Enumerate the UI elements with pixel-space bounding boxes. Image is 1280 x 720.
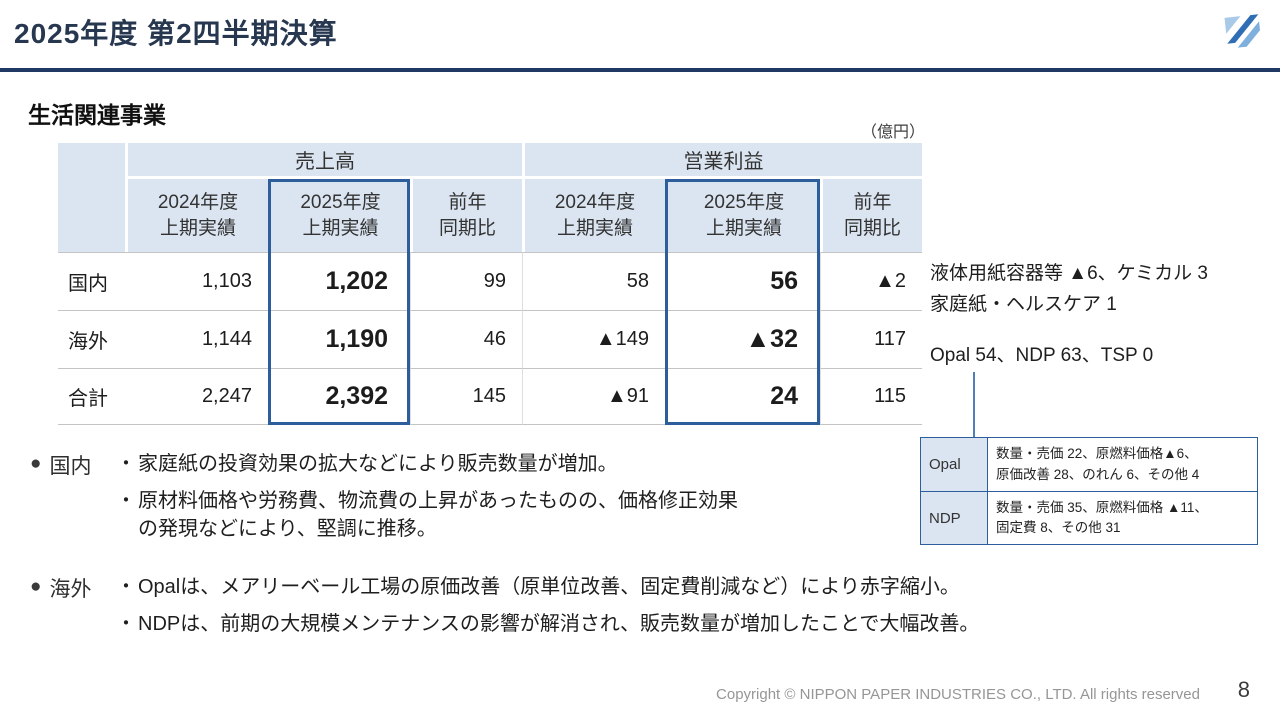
list-item-text: 家庭紙の投資効果の拡大などにより販売数量が増加。 xyxy=(138,453,618,475)
page-number: 8 xyxy=(1237,677,1250,702)
column-header-sales-2024: 2024年度 上期実績 xyxy=(125,179,268,252)
table-cell: ▲32 xyxy=(665,310,820,368)
bullet-section-overseas: ● 海外 ・ Opalは、メアリーベール工場の原価改善（原単位改善、固定費削減な… xyxy=(30,573,979,638)
list-item-text: 原材料価格や労務費、物流費の上昇があったものの、価格修正効果 の発現などにより、… xyxy=(138,490,738,540)
table-cell: 145 xyxy=(410,368,522,425)
group-header-sales: 売上高 xyxy=(125,143,522,179)
title-divider xyxy=(0,68,1280,72)
bullet-list: ・ Opalは、メアリーベール工場の原価改善（原単位改善、固定費削減など）により… xyxy=(116,573,979,638)
bullet-list: ・ 家庭紙の投資効果の拡大などにより販売数量が増加。 ・ 原材料価格や労務費、物… xyxy=(116,450,738,543)
table-cell: 117 xyxy=(820,310,922,368)
list-item: ・ 家庭紙の投資効果の拡大などにより販売数量が増加。 xyxy=(116,450,738,478)
column-header-sales-yoy: 前年 同期比 xyxy=(410,179,522,252)
bullet-section-label: 国内 xyxy=(49,455,92,478)
column-header-profit-yoy: 前年 同期比 xyxy=(820,179,922,252)
copyright-text: Copyright © NIPPON PAPER INDUSTRIES CO.,… xyxy=(716,686,1200,703)
column-header-profit-2025: 2025年度 上期実績 xyxy=(665,179,820,252)
bullet-dot-icon: ● xyxy=(30,576,42,597)
table-cell: 46 xyxy=(410,310,522,368)
bullet-section-domestic: ● 国内 ・ 家庭紙の投資効果の拡大などにより販売数量が増加。 ・ 原材料価格や… xyxy=(30,450,738,543)
table-cell: 2,247 xyxy=(125,368,268,425)
results-table: 売上高 営業利益 2024年度 上期実績 2025年度 上期実績 前年 同期比 … xyxy=(58,143,922,425)
section-title: 生活関連事業 xyxy=(28,102,166,128)
table-cell: 115 xyxy=(820,368,922,425)
table-cell: 99 xyxy=(410,252,522,310)
table-cell: 1,202 xyxy=(268,252,410,310)
list-bullet-icon: ・ xyxy=(116,576,136,598)
note-overseas-breakdown: Opal 54、NDP 63、TSP 0 xyxy=(930,345,1154,366)
bullet-section-label: 海外 xyxy=(49,578,92,601)
subtable-value-ndp: 数量・売価 35、原燃料価格 ▲11、 固定費 8、その他 31 xyxy=(987,491,1257,544)
note-domestic-breakdown: 液体用紙容器等 ▲6、ケミカル 3 家庭紙・ヘルスケア 1 xyxy=(930,263,1208,316)
subtable-label-opal: Opal xyxy=(921,438,987,491)
table-cell: 56 xyxy=(665,252,820,310)
bullet-section-heading: ● 海外 xyxy=(30,573,116,603)
company-logo-icon xyxy=(1224,14,1261,48)
table-cell: 1,103 xyxy=(125,252,268,310)
bullet-section-heading: ● 国内 xyxy=(30,450,116,480)
column-header-profit-2024: 2024年度 上期実績 xyxy=(522,179,665,252)
unit-label: （億円） xyxy=(860,124,925,141)
subtable-value-opal: 数量・売価 22、原燃料価格▲6、 原価改善 28、のれん 6、その他 4 xyxy=(987,438,1257,491)
connector-line xyxy=(973,372,975,437)
table-cell: 2,392 xyxy=(268,368,410,425)
breakdown-subtable: Opal 数量・売価 22、原燃料価格▲6、 原価改善 28、のれん 6、その他… xyxy=(920,437,1258,545)
bullet-dot-icon: ● xyxy=(30,453,42,474)
list-item: ・ Opalは、メアリーベール工場の原価改善（原単位改善、固定費削減など）により… xyxy=(116,573,979,601)
row-label-overseas: 海外 xyxy=(58,310,125,368)
column-header-sales-2025: 2025年度 上期実績 xyxy=(268,179,410,252)
table-cell: 24 xyxy=(665,368,820,425)
table-cell: 58 xyxy=(522,252,665,310)
table-cell: 1,144 xyxy=(125,310,268,368)
list-item: ・ NDPは、前期の大規模メンテナンスの影響が解消され、販売数量が増加したことで… xyxy=(116,610,979,638)
subtable-label-ndp: NDP xyxy=(921,491,987,544)
page-title: 2025年度 第2四半期決算 xyxy=(14,18,338,49)
list-bullet-icon: ・ xyxy=(116,453,136,475)
list-item: ・ 原材料価格や労務費、物流費の上昇があったものの、価格修正効果 の発現などによ… xyxy=(116,487,738,543)
table-cell: 1,190 xyxy=(268,310,410,368)
list-bullet-icon: ・ xyxy=(116,613,136,635)
table-cell: ▲2 xyxy=(820,252,922,310)
row-label-domestic: 国内 xyxy=(58,252,125,310)
row-label-total: 合計 xyxy=(58,368,125,425)
group-header-operating-profit: 営業利益 xyxy=(522,143,922,179)
table-cell: ▲91 xyxy=(522,368,665,425)
list-item-text: NDPは、前期の大規模メンテナンスの影響が解消され、販売数量が増加したことで大幅… xyxy=(138,613,980,635)
list-bullet-icon: ・ xyxy=(116,490,136,512)
table-cell: ▲149 xyxy=(522,310,665,368)
table-corner-cell xyxy=(58,143,125,252)
list-item-text: Opalは、メアリーベール工場の原価改善（原単位改善、固定費削減など）により赤字… xyxy=(138,576,960,598)
